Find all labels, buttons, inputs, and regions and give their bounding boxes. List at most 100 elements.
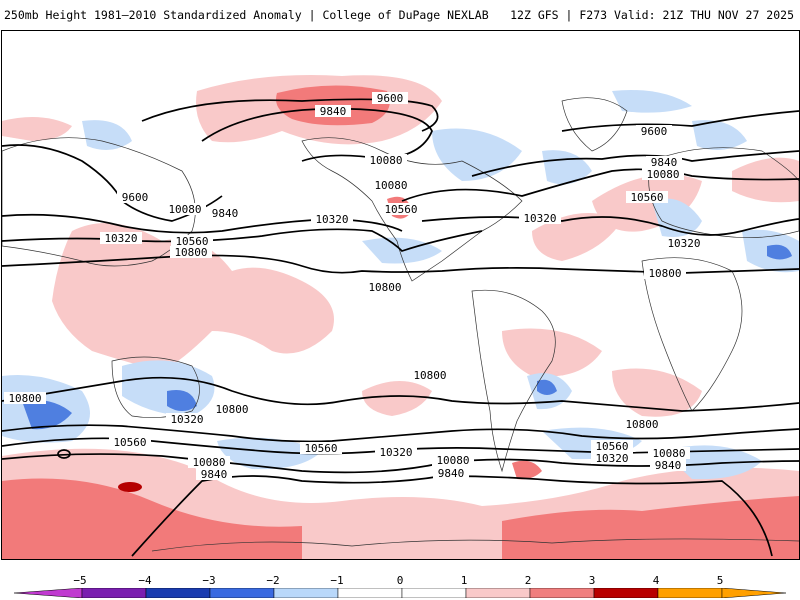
lbl-10560-pacific: 10560 <box>175 235 208 248</box>
header: 250mb Height 1981–2010 Standardized Anom… <box>0 0 800 30</box>
lbl-9840-spac: 9840 <box>438 467 465 480</box>
anomaly-neg-mod-south-west <box>22 399 72 430</box>
colorbar-seg-pos2 <box>529 588 595 598</box>
colorbar-seg-zero-high <box>401 588 467 598</box>
colorbar-tick-neg2: −2 <box>266 574 280 587</box>
lbl-10320-pacific-w: 10320 <box>104 232 137 245</box>
contour-9840-north-atl <box>471 150 799 177</box>
anomaly-neg-mod-mideast <box>767 244 792 260</box>
colorbar-seg-pos5 <box>721 588 786 598</box>
map-frame[interactable]: 9600 9840 10080 9600 10080 9840 10320 10… <box>1 30 800 560</box>
lbl-10080-spac: 10080 <box>436 454 469 467</box>
contour-closed-low-sw <box>57 449 71 459</box>
anomaly-pos-south-atlantic <box>502 328 602 377</box>
colorbar-seg-neg4 <box>81 588 147 598</box>
anomaly-neg-australia <box>122 360 215 416</box>
colorbar-tick-pos2: 2 <box>524 574 532 587</box>
coast-south-america <box>471 289 556 473</box>
contour-10080-north-atl <box>401 168 799 202</box>
anomaly-map[interactable]: 9600 9840 10080 9600 10080 9840 10320 10… <box>2 31 799 559</box>
colorbar-tick-pos4: 4 <box>652 574 660 587</box>
colorbar-seg-neg2 <box>209 588 275 598</box>
lbl-10320-aus: 10320 <box>170 413 203 426</box>
anomaly-neg-hudson <box>432 128 522 181</box>
lbl-9840-satl: 9840 <box>655 459 682 472</box>
anomaly-neg-pacific-nw <box>82 120 132 150</box>
lbl-10560-cal: 10560 <box>384 203 417 216</box>
lbl-10080-alaska: 10080 <box>369 154 402 167</box>
colorbar-tick-pos3: 3 <box>588 574 596 587</box>
lbl-10320-pacific-e: 10320 <box>315 213 348 226</box>
lbl-9600-top: 9600 <box>377 92 404 105</box>
colorbar-tick-pos1: 1 <box>460 574 468 587</box>
colorbar-seg-pos1 <box>465 588 531 598</box>
lbl-10800-gulf: 10800 <box>368 281 401 294</box>
colorbar-seg-pos3 <box>593 588 659 598</box>
anomaly-neg-mod-australia <box>167 390 197 411</box>
lbl-10080-sw: 10080 <box>192 456 225 469</box>
coast-north-america <box>301 137 523 282</box>
lbl-10320-spac: 10320 <box>379 446 412 459</box>
coast-africa <box>641 257 743 412</box>
anomaly-neg-scandinavia <box>692 120 747 150</box>
colorbar-tick-neg4: −4 <box>138 574 152 587</box>
anomaly-pos-west-atlantic <box>532 213 622 261</box>
colorbar-seg-neg5 <box>14 588 83 598</box>
chart-title: 250mb Height 1981–2010 Standardized Anom… <box>4 8 489 22</box>
colorbar-seg-pos4 <box>657 588 723 598</box>
lbl-10320-europe: 10320 <box>667 237 700 250</box>
anomaly-neg-greenland <box>612 90 692 113</box>
colorbar-tick-neg3: −3 <box>202 574 216 587</box>
lbl-10560-spac: 10560 <box>304 442 337 455</box>
anomaly-strong-south-band-east <box>502 496 799 559</box>
contour-10080-south <box>2 453 799 474</box>
coast-asia <box>2 137 196 267</box>
lbl-10560-sw: 10560 <box>113 436 146 449</box>
colorbar <box>14 588 786 598</box>
lbl-10560-satl: 10560 <box>595 440 628 453</box>
contour-10320-north-atl <box>421 216 799 236</box>
lbl-9840-pacific: 9840 <box>212 207 239 220</box>
colorbar-tick-zero: 0 <box>396 574 404 587</box>
contour-9600-north <box>141 98 439 132</box>
coast-europe <box>648 147 799 239</box>
moderate-positive-areas <box>2 85 799 559</box>
lbl-9840-alaska: 9840 <box>320 105 347 118</box>
lbl-10560-atl: 10560 <box>630 191 663 204</box>
anomaly-pos-west-south <box>2 117 72 141</box>
lbl-10800-pacific: 10800 <box>174 246 207 259</box>
colorbar-tick-neg5: −5 <box>73 574 87 587</box>
run-info: 12Z GFS | F273 Valid: 21Z THU NOV 27 202… <box>510 8 794 22</box>
contour-9600-greenland <box>561 110 799 132</box>
colorbar-tick-pos5: 5 <box>716 574 724 587</box>
colorbar-tick-neg1: −1 <box>330 574 344 587</box>
contour-9840-alaska <box>201 107 433 162</box>
lbl-10800-spac: 10800 <box>413 369 446 382</box>
contour-10800-south <box>2 376 799 412</box>
anomaly-pos-east-pacific <box>362 381 432 416</box>
coast-australia <box>111 356 200 418</box>
lbl-9600-greenland: 9600 <box>641 125 668 138</box>
lbl-10800-satl: 10800 <box>625 418 658 431</box>
anomaly-strong-south-band <box>2 478 302 559</box>
lbl-9600-pacific: 9600 <box>122 191 149 204</box>
lbl-10320-satl: 10320 <box>595 452 628 465</box>
contour-10560-south <box>2 424 799 443</box>
colorbar-seg-zero-low <box>337 588 403 598</box>
lbl-10320-atl: 10320 <box>523 212 556 225</box>
moderate-negative-areas <box>22 244 792 430</box>
lbl-10080-pacific: 10080 <box>168 203 201 216</box>
coast-antarctica <box>151 538 799 552</box>
anomaly-neg-north-atlantic <box>542 150 592 185</box>
colorbar-seg-neg1 <box>273 588 339 598</box>
anomaly-neg-mod-cape-horn <box>537 379 557 395</box>
anomaly-neg-south-pacific <box>217 437 322 470</box>
contour-labels: 9600 9840 10080 9600 10080 9840 10320 10… <box>4 92 705 481</box>
anomaly-extreme-south <box>118 482 142 492</box>
colorbar-legend: −5 −4 −3 −2 −1 0 1 2 3 4 5 <box>0 568 800 600</box>
colorbar-seg-neg3 <box>145 588 211 598</box>
extreme-positive-areas <box>118 482 142 492</box>
anomaly-pos-indian-ocean <box>612 368 702 417</box>
lbl-9840-atl: 9840 <box>651 156 678 169</box>
anomaly-strong-south-america <box>512 460 542 480</box>
